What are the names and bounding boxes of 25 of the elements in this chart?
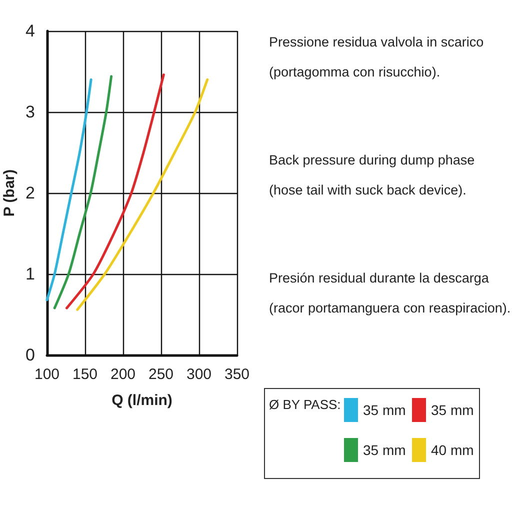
y-tick-label: 0 [26, 346, 35, 364]
x-tick-label: 350 [224, 366, 250, 383]
y-tick-label: 1 [26, 264, 35, 284]
x-tick-label: 200 [110, 366, 136, 383]
x-tick-label: 250 [148, 366, 174, 383]
text: Presión residual durante la descarga (racor portamanguera con reaspiracion). [269, 270, 511, 316]
legend-label: 35 mm [363, 402, 406, 418]
line-series [76, 78, 209, 311]
legend-title: Ø BY PASS: [269, 397, 341, 412]
x-tick-label: 150 [72, 366, 98, 383]
legend-label: 40 mm [431, 442, 474, 458]
y-tick-label: 4 [26, 22, 35, 40]
x-tick-label: 100 [34, 366, 60, 383]
line-series [53, 75, 113, 310]
text: Pressione residua valvola in scarico (portagomma con risucchio). [269, 34, 484, 80]
text: Back pressure during dump phase (hose tail with suck back device). [269, 152, 475, 198]
y-axis-title: P (bar) [1, 169, 18, 217]
legend-label: 35 mm [431, 402, 474, 418]
line-series [66, 73, 165, 310]
y-tick-label: 3 [26, 102, 35, 122]
line-series [46, 78, 92, 302]
x-tick-label: 300 [186, 366, 212, 383]
legend-label: 35 mm [363, 442, 406, 458]
x-axis-title: Q (l/min) [112, 392, 172, 409]
y-tick-label: 2 [26, 184, 35, 202]
